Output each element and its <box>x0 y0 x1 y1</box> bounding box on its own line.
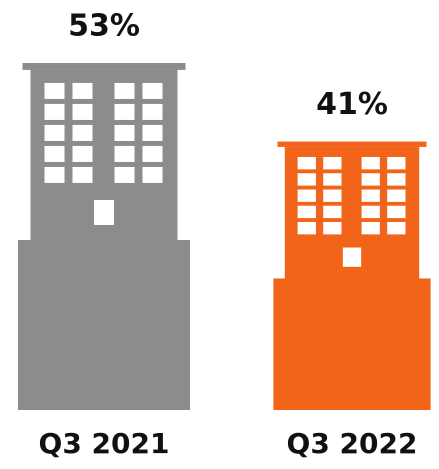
window <box>72 124 93 141</box>
window <box>297 189 316 202</box>
door <box>342 247 362 267</box>
window <box>387 221 406 235</box>
category-label: Q3 2022 <box>287 427 418 460</box>
window <box>114 145 135 162</box>
window <box>323 173 342 186</box>
window <box>361 205 380 219</box>
door <box>94 199 114 225</box>
window <box>44 145 65 162</box>
window <box>387 189 406 202</box>
value-label: 53% <box>68 9 140 44</box>
building <box>18 63 190 410</box>
window <box>142 82 163 99</box>
window <box>297 205 316 219</box>
window <box>72 166 93 183</box>
window <box>72 103 93 120</box>
window <box>142 145 163 162</box>
window <box>361 189 380 202</box>
category-label: Q3 2021 <box>39 427 170 460</box>
window <box>72 145 93 162</box>
window <box>361 221 380 235</box>
base <box>18 239 190 410</box>
window <box>44 103 65 120</box>
window <box>323 189 342 202</box>
window <box>142 166 163 183</box>
window <box>142 103 163 120</box>
window <box>361 173 380 186</box>
window <box>323 221 342 235</box>
window <box>114 82 135 99</box>
window <box>361 156 380 170</box>
window <box>297 221 316 235</box>
window <box>387 156 406 170</box>
window <box>72 82 93 99</box>
window <box>44 166 65 183</box>
building <box>273 141 431 410</box>
window <box>323 205 342 219</box>
window <box>297 173 316 186</box>
window <box>387 205 406 219</box>
roof <box>277 141 427 147</box>
window <box>297 156 316 170</box>
window <box>114 103 135 120</box>
window <box>44 82 65 99</box>
roof <box>22 63 186 70</box>
window <box>387 173 406 186</box>
value-label: 41% <box>316 87 388 122</box>
window <box>114 124 135 141</box>
base <box>273 278 431 410</box>
window <box>323 156 342 170</box>
window <box>44 124 65 141</box>
window <box>142 124 163 141</box>
window <box>114 166 135 183</box>
